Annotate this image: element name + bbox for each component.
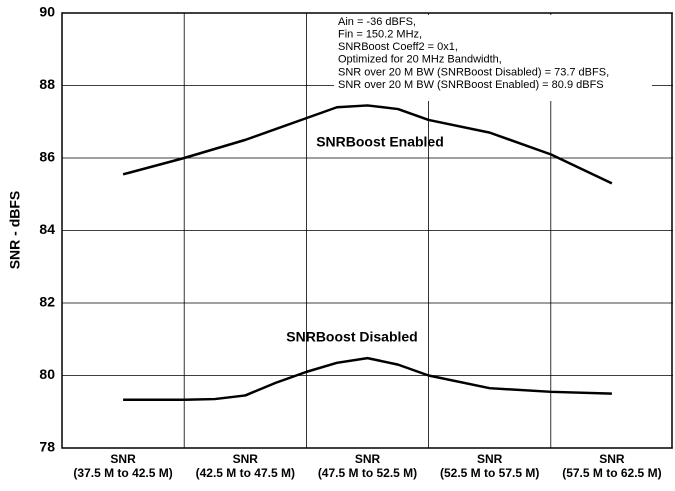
series-line: [123, 356, 612, 402]
y-tick-label: 80: [39, 366, 55, 382]
annotation: SNR over 20 M BW (SNRBoost Enabled) = 80…: [338, 79, 604, 91]
annotation: Ain = -36 dBFS,: [338, 16, 416, 28]
y-tick-label: 78: [39, 439, 55, 455]
y-tick-label: 86: [39, 149, 55, 165]
x-tick-label: SNR (52.5 M to 57.5 M): [440, 452, 540, 480]
y-axis-label: SNR - dBFS: [7, 191, 23, 270]
annotation: SNRBoost Coeff2 = 0x1,: [338, 41, 458, 53]
plot-border: [61, 12, 673, 449]
x-tick-label: SNR (47.5 M to 52.5 M): [317, 452, 418, 480]
y-tick-label: 88: [39, 76, 55, 92]
series-line: [122, 104, 613, 185]
y-tick-label: 90: [39, 4, 55, 20]
annotation: Fin = 150.2 MHz,: [338, 29, 422, 41]
annotation-background: [334, 15, 652, 101]
annotation: SNR over 20 M BW (SNRBoost Disabled) = 7…: [338, 66, 609, 78]
x-tick-label: SNR (42.5 M to 47.5 M): [195, 452, 295, 480]
y-tick-label: 84: [39, 221, 55, 237]
annotation: Optimized for 20 MHz Bandwidth,: [338, 54, 502, 66]
x-tick-label: SNR (57.5 M to 62.5 M): [562, 452, 662, 480]
x-tick-label: SNR (37.5 M to 42.5 M): [73, 452, 173, 480]
series-label: SNRBoost Disabled: [286, 329, 417, 345]
series-label: SNRBoost Enabled: [316, 134, 444, 150]
y-tick-label: 82: [39, 294, 55, 310]
